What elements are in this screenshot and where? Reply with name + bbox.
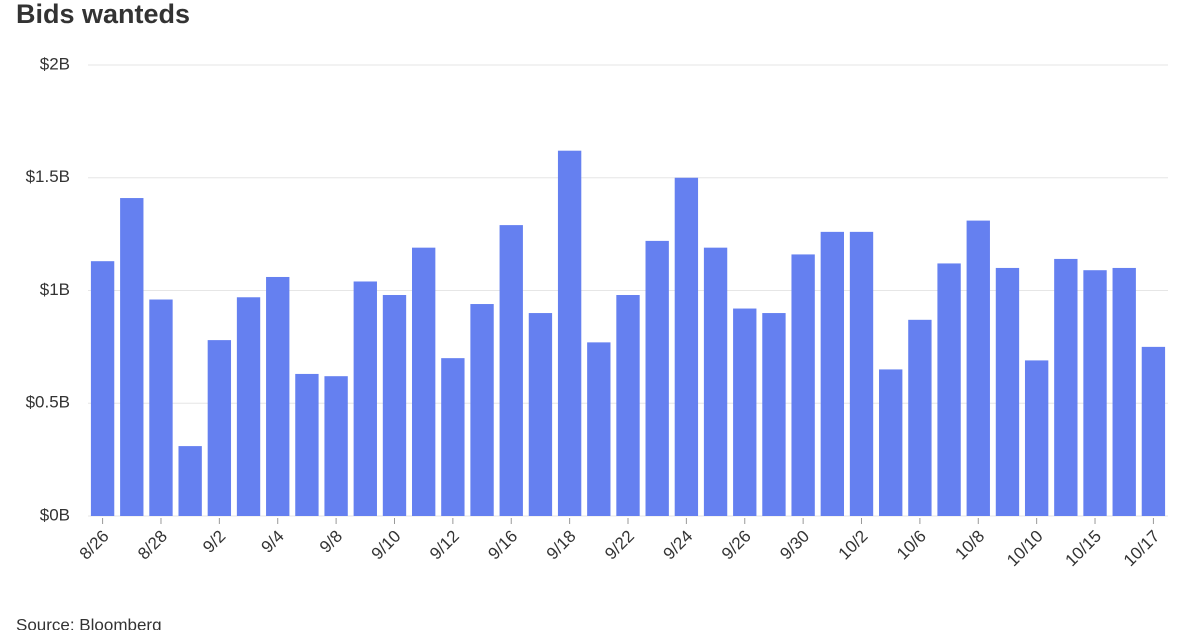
x-tick-label: 9/8 — [316, 527, 346, 557]
bar — [353, 281, 377, 516]
bar — [1054, 258, 1078, 516]
x-tick-label: 9/18 — [543, 527, 580, 564]
x-tick-label: 9/16 — [484, 527, 521, 564]
bar — [178, 446, 202, 516]
x-tick-label: 9/30 — [776, 527, 813, 564]
bar — [412, 247, 436, 516]
bar — [762, 313, 786, 516]
bar — [703, 247, 728, 516]
bar — [1112, 267, 1136, 516]
bar — [849, 231, 874, 516]
bar — [733, 308, 757, 516]
bar — [557, 150, 582, 516]
bar — [207, 340, 232, 516]
x-tick-label: 10/10 — [1003, 527, 1047, 571]
bar — [470, 304, 494, 516]
y-tick-label: $1.5B — [26, 167, 70, 186]
bar — [90, 261, 115, 516]
bar — [266, 276, 290, 516]
x-tick-label: 10/8 — [951, 527, 988, 564]
x-tick-label: 9/10 — [368, 527, 405, 564]
x-tick-label: 9/2 — [199, 527, 229, 557]
x-tick-label: 8/26 — [76, 527, 113, 564]
bar — [820, 231, 844, 516]
x-tick-label: 10/15 — [1062, 527, 1106, 571]
source-note: Source: Bloomberg — [16, 615, 162, 630]
bar — [937, 263, 961, 516]
bar — [1083, 270, 1107, 516]
bar — [966, 220, 990, 516]
x-tick-label: 9/12 — [426, 527, 463, 564]
bar — [499, 225, 523, 517]
bar — [149, 299, 173, 516]
y-tick-label: $0.5B — [26, 393, 70, 412]
bar — [295, 373, 319, 516]
bar — [587, 342, 611, 516]
x-tick-label: 10/17 — [1120, 527, 1164, 571]
bar — [324, 376, 348, 516]
chart-title: Bids wanteds — [16, 0, 190, 29]
bar — [995, 267, 1020, 516]
x-tick-label: 9/4 — [258, 527, 288, 557]
y-tick-label: $0B — [40, 505, 70, 524]
bar — [1141, 346, 1166, 516]
bar — [120, 198, 144, 517]
x-tick-label: 10/6 — [893, 527, 930, 564]
bar — [674, 177, 699, 516]
bar — [616, 295, 640, 516]
y-tick-label: $2B — [40, 54, 70, 73]
y-tick-label: $1B — [40, 280, 70, 299]
x-tick-label: 9/22 — [601, 527, 638, 564]
bar — [236, 297, 261, 516]
bar — [1024, 360, 1049, 516]
bar — [879, 369, 903, 516]
bar — [645, 240, 669, 516]
bar — [528, 313, 553, 516]
x-tick-label: 8/28 — [134, 527, 171, 564]
bar — [441, 358, 465, 516]
x-tick-label: 9/26 — [718, 527, 755, 564]
x-tick-label: 10/2 — [835, 527, 872, 564]
bar — [791, 254, 815, 517]
bar — [382, 295, 407, 516]
x-tick-label: 9/24 — [660, 527, 697, 564]
bar — [908, 319, 932, 516]
